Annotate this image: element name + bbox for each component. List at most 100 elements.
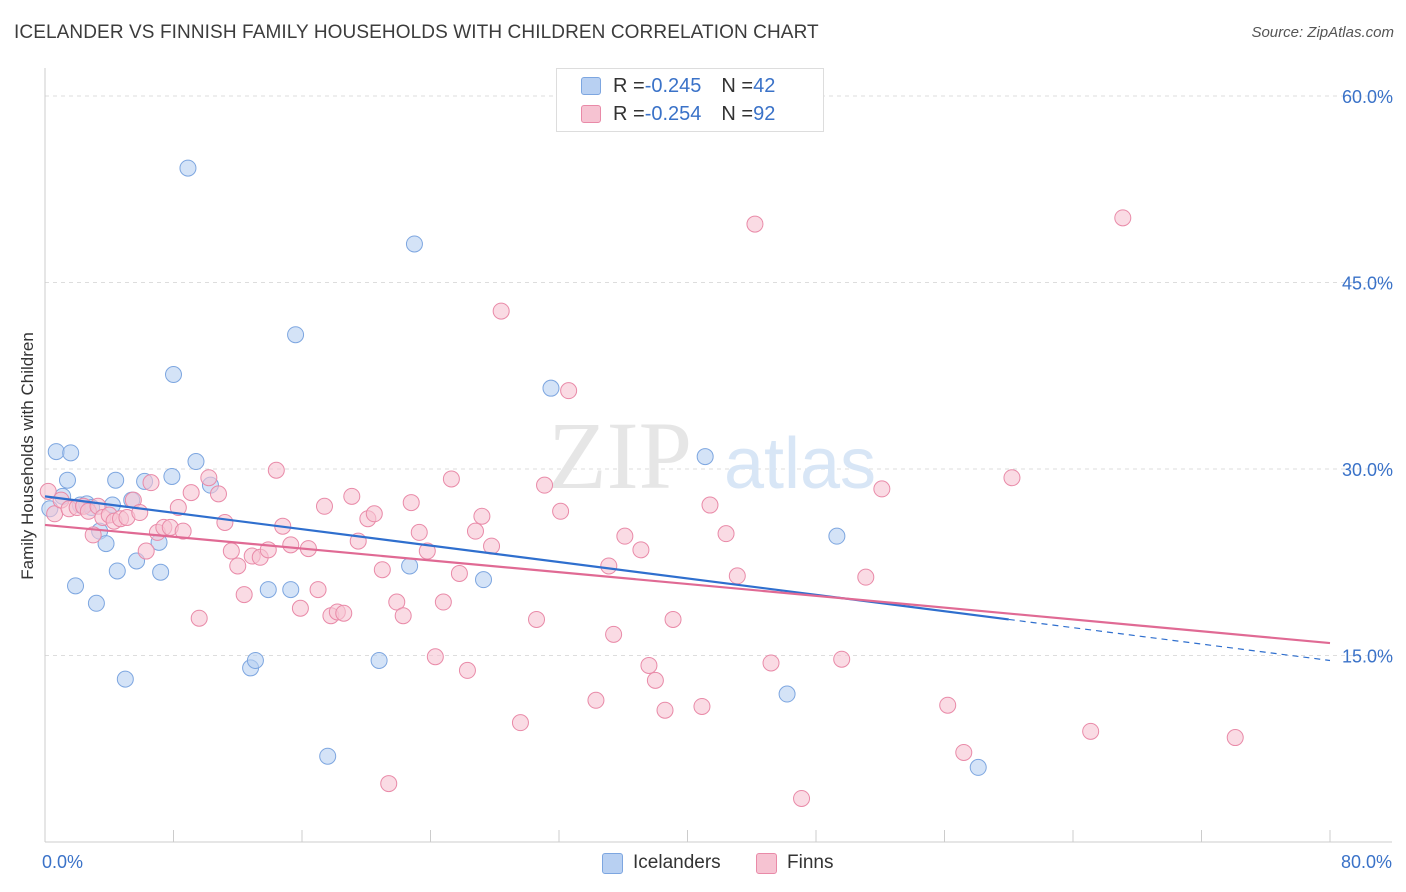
finns-point <box>793 789 811 807</box>
finns-point <box>200 469 218 487</box>
y-tick-labels: 15.0% 30.0% 45.0% 60.0% <box>1342 87 1393 667</box>
finns-point <box>450 564 468 582</box>
legend-r-label: R = <box>613 102 645 125</box>
finns-point <box>1003 469 1021 487</box>
finns-point <box>182 484 200 502</box>
finns-point <box>528 610 546 628</box>
finns-point <box>190 609 208 627</box>
finns-point <box>1226 729 1244 747</box>
icelanders-point <box>87 594 105 612</box>
icelanders-point <box>165 366 182 384</box>
finns-trend-line <box>44 523 1331 645</box>
correlation-legend: R = -0.245 N = 42 R = -0.254 N = 92 <box>556 68 824 132</box>
icelanders-point <box>179 159 197 177</box>
icelanders-swatch <box>602 852 623 874</box>
legend-n-value: 42 <box>753 74 776 97</box>
finns-point <box>616 527 634 545</box>
finns-point <box>282 536 300 554</box>
finns-point <box>833 650 851 668</box>
icelanders-point <box>116 670 134 688</box>
watermark-zip: ZIP <box>548 402 692 509</box>
finns-point <box>1082 722 1100 740</box>
finns-point <box>640 656 658 674</box>
finns-point <box>536 476 554 494</box>
icelanders-point <box>259 581 277 599</box>
legend-label-icelanders: Icelanders <box>633 852 721 873</box>
icelanders-point <box>778 685 796 703</box>
finns-points <box>39 209 1244 807</box>
finns-point <box>216 513 234 531</box>
legend-n-label: N = <box>721 74 754 97</box>
finns-point <box>552 502 570 520</box>
icelanders-swatch <box>581 77 601 95</box>
icelanders-point <box>969 758 987 776</box>
finns-point <box>373 561 391 579</box>
finns-point <box>174 522 192 540</box>
legend-label-finns: Finns <box>787 852 834 873</box>
finns-point <box>873 480 891 498</box>
finns-swatch <box>581 105 601 123</box>
finns-point <box>600 557 618 575</box>
y-tick-label: 15.0% <box>1342 647 1393 667</box>
icelanders-point <box>67 577 85 595</box>
legend-item-icelanders: Icelanders <box>602 852 721 874</box>
finns-point <box>426 648 444 666</box>
icelanders-point <box>287 326 305 344</box>
finns-point <box>410 523 428 541</box>
finns-point <box>646 671 664 689</box>
finns-point <box>693 697 711 715</box>
finns-point <box>335 604 353 622</box>
icelanders-point <box>246 651 264 669</box>
finns-point <box>587 691 605 709</box>
finns-point <box>343 487 361 505</box>
finns-point <box>955 743 973 761</box>
legend-item-finns: Finns <box>756 852 833 874</box>
series-legend: Icelanders Finns <box>0 852 1406 878</box>
legend-r-value: -0.245 <box>644 74 702 97</box>
icelanders-point <box>542 379 560 397</box>
finns-point <box>632 541 650 559</box>
icelanders-point <box>108 562 126 580</box>
y-tick-label: 60.0% <box>1342 87 1393 107</box>
y-tick-label: 30.0% <box>1342 460 1393 480</box>
legend-r-value: -0.254 <box>644 102 702 125</box>
finns-point <box>746 215 764 233</box>
finns-point <box>267 461 285 479</box>
icelanders-point <box>282 581 300 599</box>
finns-point <box>137 542 155 560</box>
y-tick-label: 45.0% <box>1342 274 1393 294</box>
finns-point <box>1114 209 1132 227</box>
finns-point <box>222 542 240 560</box>
finns-point <box>315 497 333 515</box>
finns-point <box>857 568 875 586</box>
icelanders-point <box>97 535 115 553</box>
chart-title: ICELANDER VS FINNISH FAMILY HOUSEHOLDS W… <box>14 22 819 43</box>
icelanders-point <box>47 443 65 461</box>
finns-point <box>291 599 309 617</box>
finns-point <box>84 526 102 544</box>
finns-point <box>511 714 529 732</box>
gridlines <box>45 95 1392 656</box>
icelanders-point <box>58 471 76 489</box>
icelanders-point <box>62 444 80 462</box>
watermark: ZIP atlas <box>548 402 876 509</box>
finns-point <box>458 661 476 679</box>
finns-point <box>169 499 187 517</box>
icelanders-point <box>187 453 205 471</box>
finns-point <box>209 485 227 503</box>
finns-point <box>388 593 406 611</box>
legend-n-label: N = <box>721 102 754 125</box>
legend-r-label: R = <box>613 74 645 97</box>
icelanders-point <box>828 527 846 545</box>
finns-point <box>142 474 160 492</box>
icelanders-point <box>475 571 493 589</box>
finns-point <box>728 567 746 585</box>
finns-point <box>394 607 412 625</box>
icelanders-point <box>405 235 423 253</box>
finns-point <box>492 302 510 320</box>
finns-point <box>39 482 57 500</box>
finns-point <box>365 505 383 523</box>
finns-point <box>939 696 957 714</box>
legend-row-finns: R = -0.254 N = 92 <box>581 101 775 127</box>
finns-point <box>473 507 491 525</box>
